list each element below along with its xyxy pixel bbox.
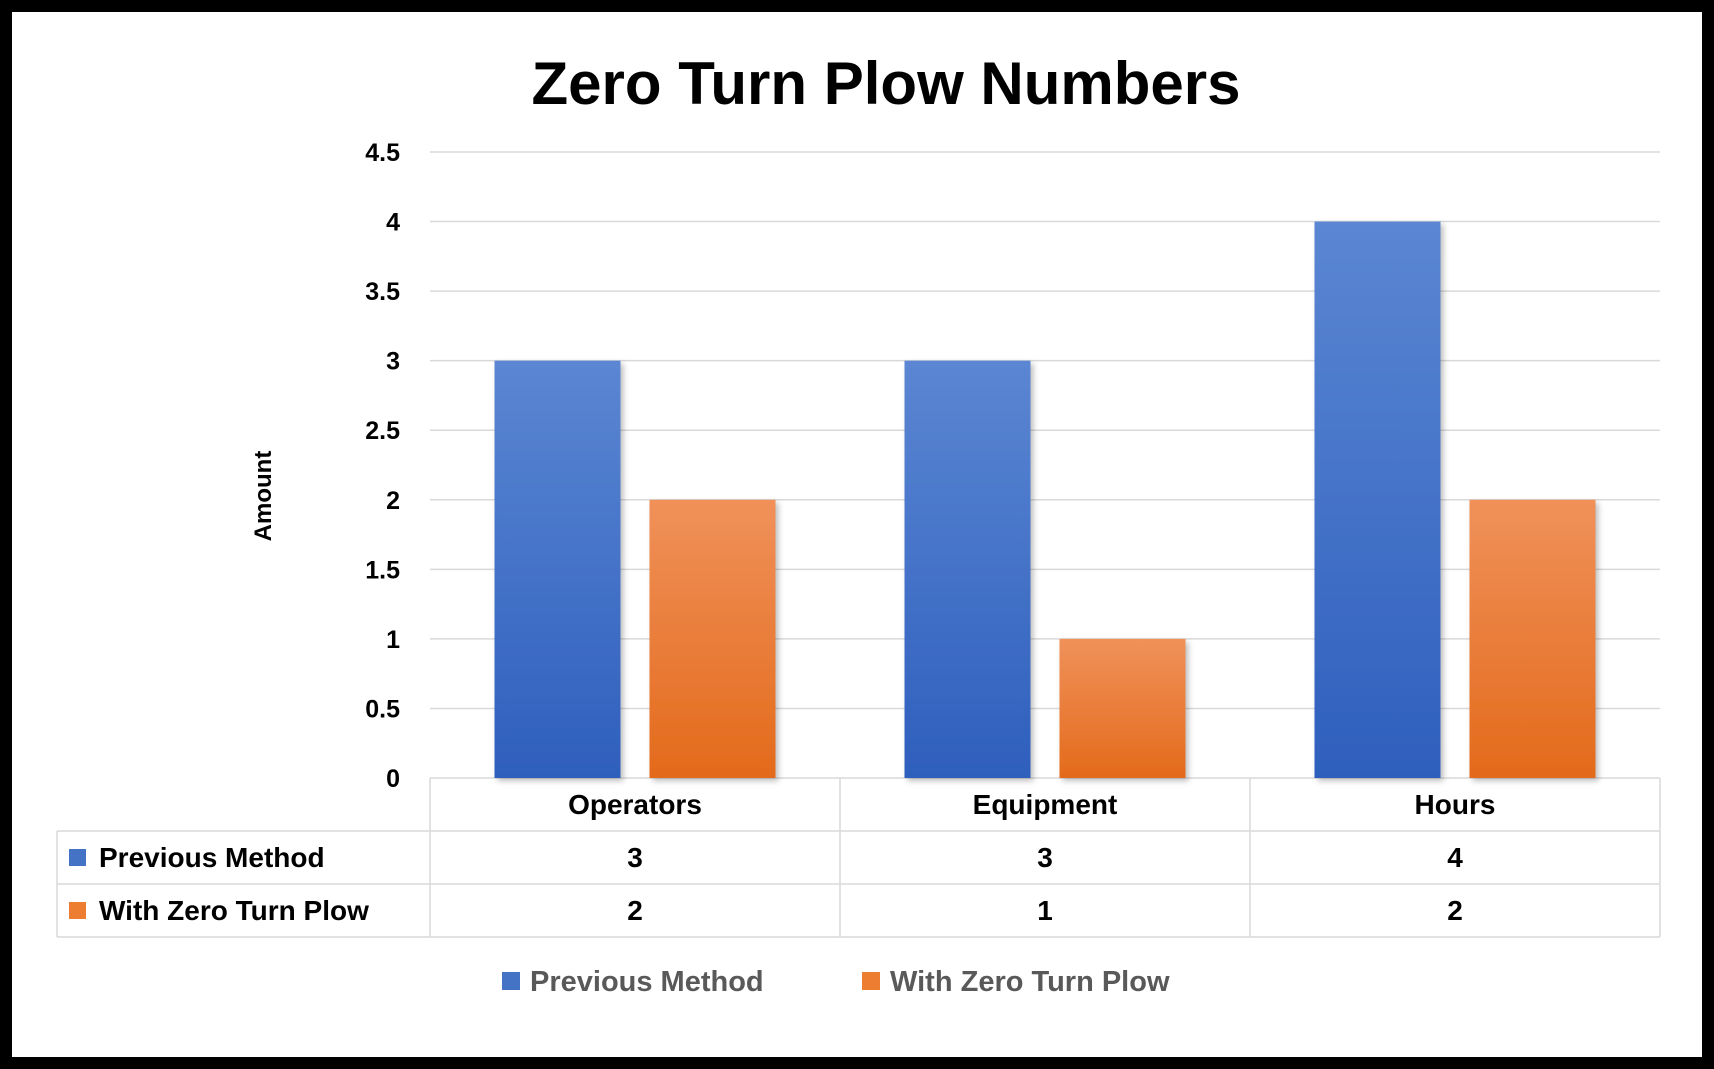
- chart-title: Zero Turn Plow Numbers: [532, 50, 1241, 117]
- bar-with-zero-turn-plow-hours: [1469, 499, 1596, 778]
- y-tick-label: 4.5: [365, 139, 400, 167]
- data-label: 4: [1447, 842, 1463, 873]
- y-tick-label: 0: [386, 765, 400, 793]
- data-label: 2: [1447, 895, 1463, 926]
- legend: Previous Method With Zero Turn Plow: [502, 966, 1170, 998]
- y-tick-label: 1.5: [365, 556, 400, 584]
- y-tick-label: 0.5: [365, 695, 400, 723]
- bars: [494, 221, 1596, 779]
- x-tick-label: Operators: [568, 789, 702, 820]
- data-label: 3: [627, 842, 643, 873]
- y-tick-label: 4: [386, 209, 400, 237]
- data-label: 1: [1037, 895, 1053, 926]
- table-legend-key: [69, 902, 86, 919]
- y-tick-label: 3: [386, 348, 400, 376]
- bar-with-zero-turn-plow-equipment: [1059, 638, 1186, 778]
- legend-label: With Zero Turn Plow: [890, 966, 1170, 998]
- x-tick-label: Equipment: [973, 789, 1118, 820]
- chart-frame: Zero Turn Plow Numbers Amount 0 0.5 1 1.5 2 2…: [12, 12, 1702, 1057]
- bar-with-zero-turn-plow-operators: [649, 499, 776, 778]
- table-series-name: Previous Method: [99, 842, 325, 873]
- bar-previous-method-equipment: [904, 360, 1031, 778]
- y-tick-label: 2: [386, 487, 400, 515]
- bar-previous-method-hours: [1314, 221, 1441, 779]
- data-table: Operators Equipment Hours Previous Method 3 3…: [56, 778, 1661, 938]
- data-label: 2: [627, 895, 643, 926]
- y-axis-ticks: 0 0.5 1 1.5 2 2.5 3 3.5 4 4.5: [365, 139, 400, 793]
- legend-swatch: [862, 972, 880, 990]
- legend-swatch: [502, 972, 520, 990]
- gridlines: [430, 151, 1660, 779]
- y-axis-title: Amount: [250, 451, 277, 542]
- y-tick-label: 1: [386, 626, 400, 654]
- y-tick-label: 2.5: [365, 417, 400, 445]
- data-label: 3: [1037, 842, 1053, 873]
- legend-label: Previous Method: [530, 966, 764, 998]
- table-series-name: With Zero Turn Plow: [99, 895, 369, 926]
- y-tick-label: 3.5: [365, 278, 400, 306]
- bar-previous-method-operators: [494, 360, 621, 778]
- bar-chart: Zero Turn Plow Numbers Amount 0 0.5 1 1.5 2 2…: [56, 50, 1661, 998]
- table-legend-key: [69, 849, 86, 866]
- x-tick-label: Hours: [1415, 789, 1496, 820]
